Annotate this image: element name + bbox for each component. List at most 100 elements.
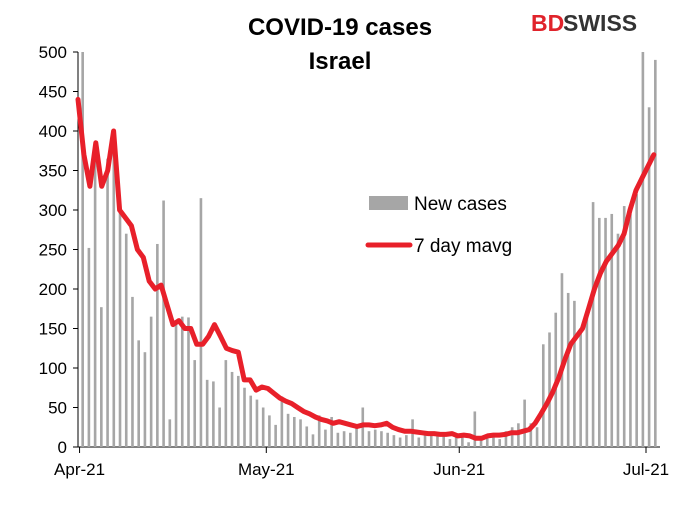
bar bbox=[274, 424, 277, 447]
bar bbox=[224, 360, 228, 447]
bar bbox=[218, 407, 221, 447]
y-tick-label: 150 bbox=[39, 320, 67, 339]
y-tick-label: 250 bbox=[39, 241, 67, 260]
bar bbox=[504, 431, 508, 447]
bar bbox=[517, 423, 520, 447]
x-tick-label: Jun-21 bbox=[433, 460, 485, 479]
bar bbox=[268, 415, 271, 447]
logo-bd-text: BD bbox=[531, 10, 564, 36]
bar bbox=[124, 233, 128, 447]
y-tick-label: 200 bbox=[39, 280, 67, 299]
bar bbox=[442, 435, 446, 447]
bar bbox=[591, 202, 595, 447]
bar bbox=[473, 411, 477, 447]
bar bbox=[560, 273, 564, 447]
bar bbox=[317, 415, 321, 447]
bar bbox=[647, 107, 651, 448]
bar bbox=[143, 352, 147, 447]
bar bbox=[243, 387, 246, 447]
logo: BD SWISS bbox=[531, 10, 637, 36]
bar bbox=[149, 316, 153, 447]
bar bbox=[249, 395, 253, 447]
bar bbox=[311, 434, 315, 447]
bar bbox=[212, 381, 215, 447]
bar bbox=[573, 300, 576, 447]
bar bbox=[629, 213, 632, 447]
bar bbox=[616, 233, 620, 447]
bar bbox=[479, 437, 483, 447]
bar bbox=[100, 307, 103, 447]
bar bbox=[598, 217, 601, 447]
bar-series bbox=[81, 52, 657, 448]
bar bbox=[436, 435, 439, 447]
y-tick-label: 0 bbox=[58, 438, 67, 457]
bar bbox=[305, 426, 309, 447]
bar bbox=[405, 435, 408, 447]
x-axis: Apr-21 May-21 Jun-21 Jul-21 bbox=[54, 446, 669, 479]
bar bbox=[461, 435, 464, 447]
chart-title: COVID-19 cases bbox=[248, 14, 432, 41]
bar bbox=[156, 243, 159, 447]
bar bbox=[417, 437, 421, 447]
bar bbox=[330, 416, 333, 447]
y-tick-label: 400 bbox=[39, 122, 67, 141]
legend-label-bars: New cases bbox=[414, 194, 507, 215]
bar bbox=[423, 435, 427, 447]
legend-swatch-bars bbox=[369, 196, 408, 210]
bar bbox=[292, 416, 296, 447]
bar bbox=[87, 247, 91, 447]
bar bbox=[398, 437, 402, 447]
y-tick-label: 50 bbox=[48, 399, 67, 418]
mavg-line bbox=[75, 96, 657, 441]
bar bbox=[93, 142, 97, 447]
bar bbox=[548, 332, 551, 447]
bar bbox=[131, 296, 134, 447]
bar bbox=[280, 396, 284, 447]
bar bbox=[386, 432, 389, 447]
bar bbox=[492, 437, 495, 447]
line-series bbox=[75, 96, 657, 441]
bar bbox=[585, 316, 589, 447]
bar bbox=[299, 419, 302, 447]
bar bbox=[236, 375, 240, 447]
bar bbox=[641, 52, 645, 447]
bar bbox=[162, 200, 165, 447]
x-tick-label: Apr-21 bbox=[54, 460, 105, 479]
chart-subtitle: Israel bbox=[309, 48, 372, 75]
bar bbox=[174, 322, 178, 447]
bar bbox=[529, 423, 533, 447]
bar bbox=[199, 198, 203, 447]
bar bbox=[367, 431, 371, 447]
bar bbox=[168, 419, 172, 447]
bar bbox=[541, 344, 545, 447]
bar bbox=[510, 427, 514, 447]
bar bbox=[106, 158, 109, 447]
bar bbox=[81, 52, 84, 447]
y-tick-label: 450 bbox=[39, 83, 67, 102]
bar bbox=[392, 435, 396, 447]
bar bbox=[579, 332, 582, 447]
bar bbox=[286, 413, 290, 447]
bar bbox=[654, 59, 657, 448]
bar bbox=[566, 292, 570, 447]
bar bbox=[230, 371, 234, 447]
bar bbox=[112, 138, 116, 447]
x-tick-label: Jul-21 bbox=[623, 460, 669, 479]
bar bbox=[523, 399, 526, 447]
y-tick-label: 350 bbox=[39, 162, 67, 181]
bar bbox=[535, 427, 539, 447]
bar bbox=[610, 213, 614, 447]
bar bbox=[342, 431, 346, 447]
bar bbox=[622, 206, 626, 447]
bar bbox=[180, 316, 184, 447]
y-axis: 0 50 100 150 200 250 300 350 400 450 500 bbox=[39, 43, 79, 457]
bar bbox=[485, 435, 489, 447]
bar bbox=[373, 429, 377, 447]
bar bbox=[429, 432, 433, 447]
bar bbox=[635, 194, 638, 447]
bar bbox=[324, 429, 327, 447]
bar bbox=[454, 437, 458, 447]
bar bbox=[467, 442, 470, 447]
bar bbox=[255, 399, 259, 447]
